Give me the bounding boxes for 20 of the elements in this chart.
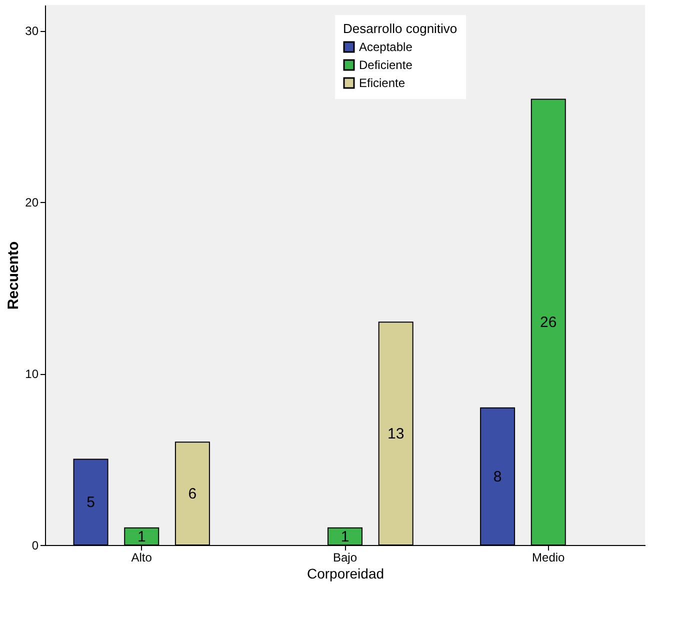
legend-title: Desarrollo cognitivo: [343, 21, 458, 36]
y-tick-label: 10: [25, 367, 39, 382]
legend-label: Aceptable: [359, 40, 413, 54]
data-label: 13: [388, 426, 404, 443]
data-label: 26: [540, 314, 557, 332]
data-label: 1: [137, 528, 146, 546]
legend-label: Deficiente: [359, 58, 413, 72]
data-label: 8: [493, 468, 502, 486]
legend-label: Eficiente: [359, 76, 406, 90]
y-tick-label: 30: [25, 24, 39, 38]
y-axis-title: Recuento: [5, 241, 22, 310]
data-label: 1: [340, 528, 350, 546]
x-tick-label: Medio: [532, 550, 566, 564]
y-tick-label: 20: [25, 196, 39, 210]
x-axis-title: Corporeidad: [306, 566, 384, 582]
data-label: 5: [86, 494, 95, 512]
y-tick-label: 0: [32, 538, 39, 552]
x-tick-label: Alto: [131, 550, 152, 564]
data-label: 6: [188, 486, 197, 503]
x-tick-label: Bajo: [332, 550, 358, 564]
